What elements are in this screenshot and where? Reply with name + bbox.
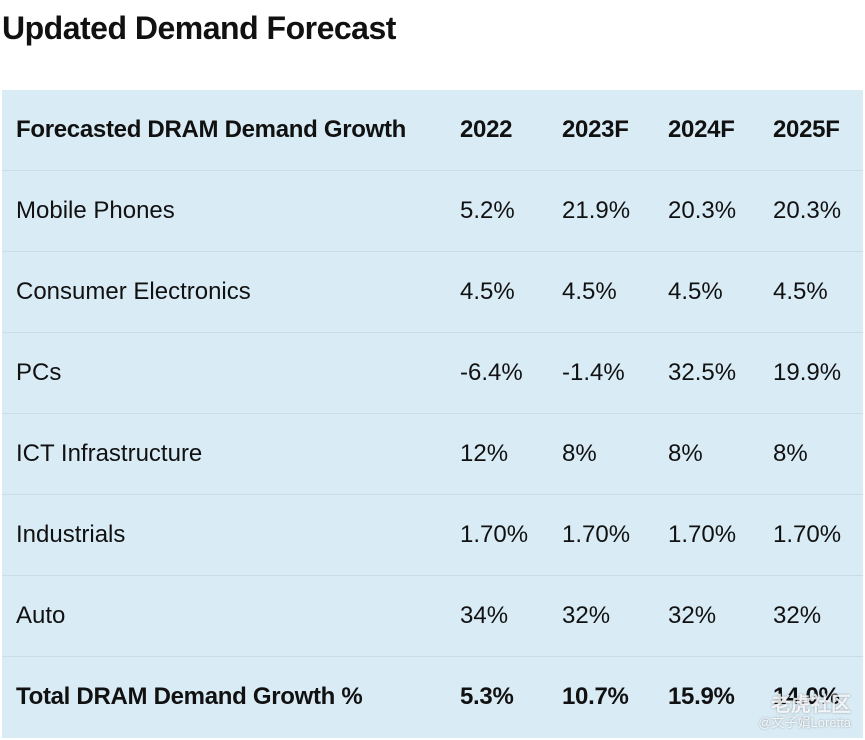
- table-cell: -1.4%: [548, 332, 654, 414]
- header-cell: 2024F: [654, 90, 759, 171]
- table-row: ICT Infrastructure 12% 8% 8% 8%: [2, 413, 863, 495]
- table-cell: 1.70%: [759, 494, 863, 576]
- watermark-main: 老虎社区: [771, 694, 851, 716]
- table-cell: 34%: [446, 575, 548, 657]
- forecast-table: Forecasted DRAM Demand Growth 2022 2023F…: [2, 90, 863, 737]
- table-cell: 12%: [446, 413, 548, 495]
- table-cell: 5.2%: [446, 170, 548, 252]
- table-cell: 4.5%: [759, 251, 863, 333]
- watermark: 老虎社区 @文子娟Loretta: [758, 694, 851, 732]
- table-cell: 1.70%: [446, 494, 548, 576]
- table-cell: 4.5%: [446, 251, 548, 333]
- table-cell: 8%: [759, 413, 863, 495]
- table-row: Industrials 1.70% 1.70% 1.70% 1.70%: [2, 494, 863, 576]
- table-cell: 8%: [654, 413, 759, 495]
- table-row: Mobile Phones 5.2% 21.9% 20.3% 20.3%: [2, 170, 863, 252]
- table-cell: 4.5%: [654, 251, 759, 333]
- row-label: Industrials: [2, 494, 446, 576]
- table-row: PCs -6.4% -1.4% 32.5% 19.9%: [2, 332, 863, 414]
- table-cell: 32.5%: [654, 332, 759, 414]
- table-cell: 19.9%: [759, 332, 863, 414]
- total-cell: 14.0%: [773, 683, 840, 710]
- total-row: Total DRAM Demand Growth % 5.3% 10.7% 15…: [2, 657, 863, 738]
- table-cell: 20.3%: [654, 170, 759, 252]
- watermark-sub: @文子娟Loretta: [758, 715, 851, 730]
- table-cell: 21.9%: [548, 170, 654, 252]
- total-cell: 10.7%: [562, 683, 629, 710]
- total-cell: 5.3%: [460, 683, 514, 710]
- total-cell: 15.9%: [668, 683, 735, 710]
- table-cell: 32%: [759, 575, 863, 657]
- page-title: Updated Demand Forecast: [2, 10, 396, 46]
- table-cell: 32%: [654, 575, 759, 657]
- header-cell: 2022: [446, 90, 548, 171]
- table-cell: 20.3%: [759, 170, 863, 252]
- forecast-table-container: Forecasted DRAM Demand Growth 2022 2023F…: [2, 90, 863, 738]
- table-cell: 1.70%: [548, 494, 654, 576]
- header-cell: Forecasted DRAM Demand Growth: [2, 90, 446, 171]
- table-cell: 8%: [548, 413, 654, 495]
- header-cell: 2025F: [759, 90, 863, 171]
- row-label: Auto: [2, 575, 446, 657]
- table-row: Consumer Electronics 4.5% 4.5% 4.5% 4.5%: [2, 251, 863, 333]
- table-header-row: Forecasted DRAM Demand Growth 2022 2023F…: [2, 90, 863, 171]
- row-label: Consumer Electronics: [2, 251, 446, 333]
- total-label: Total DRAM Demand Growth %: [16, 683, 363, 710]
- row-label: PCs: [2, 332, 446, 414]
- table-row: Auto 34% 32% 32% 32%: [2, 575, 863, 657]
- row-label: Mobile Phones: [2, 170, 446, 252]
- table-cell: 4.5%: [548, 251, 654, 333]
- table-cell: 32%: [548, 575, 654, 657]
- row-label: ICT Infrastructure: [2, 413, 446, 495]
- table-cell: -6.4%: [446, 332, 548, 414]
- header-cell: 2023F: [548, 90, 654, 171]
- table-cell: 1.70%: [654, 494, 759, 576]
